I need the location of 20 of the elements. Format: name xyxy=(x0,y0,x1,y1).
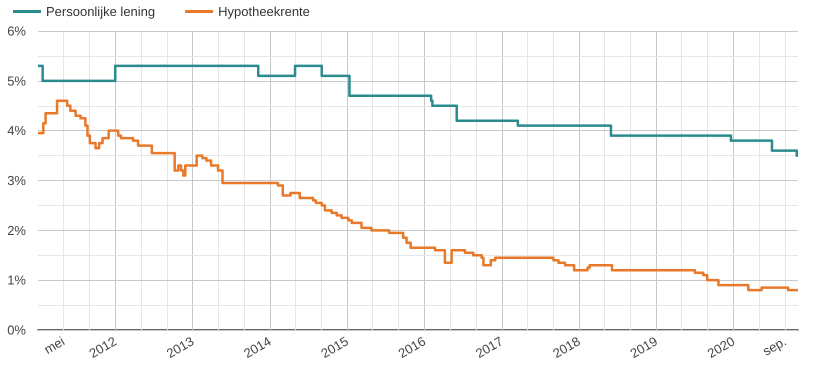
x-tick-label: 2012 xyxy=(86,334,119,361)
y-tick-label: 6% xyxy=(7,24,26,38)
y-tick-label: 1% xyxy=(7,272,26,288)
x-tick-label: 2013 xyxy=(164,334,196,361)
legend-label: Persoonlijke lening xyxy=(46,4,156,19)
legend-label: Hypotheekrente xyxy=(218,4,310,19)
x-tick-label: 2014 xyxy=(241,334,274,361)
x-tick-label: 2019 xyxy=(627,334,660,361)
x-tick-label: 2018 xyxy=(550,334,583,361)
x-tick-label: 2017 xyxy=(473,334,506,361)
y-tick-label: 4% xyxy=(7,123,26,138)
x-tick-label: 2016 xyxy=(396,334,428,361)
x-tick-label: sep. xyxy=(760,334,789,359)
x-tick-label: 2020 xyxy=(704,334,738,361)
y-tick-label: 3% xyxy=(7,173,26,188)
y-tick-label: 0% xyxy=(7,322,26,338)
y-tick-label: 5% xyxy=(7,73,26,88)
y-tick-label: 2% xyxy=(7,222,26,238)
x-tick-label: 2015 xyxy=(318,334,351,361)
x-tick-label: mei xyxy=(42,333,68,357)
